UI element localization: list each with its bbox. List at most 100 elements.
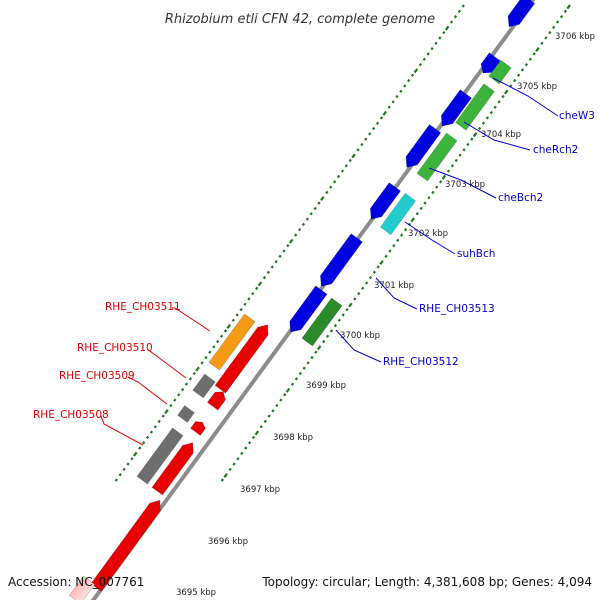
tick-dot: [298, 371, 302, 376]
gene-label-cherch2[interactable]: cheRch2: [533, 144, 578, 156]
gene-label-rhe-ch03513[interactable]: RHE_CH03513: [419, 303, 495, 315]
gene-arrow-rhe-ch03511[interactable]: [208, 313, 256, 371]
leader-line: [100, 415, 144, 446]
gene-arrow-faded[interactable]: [68, 575, 96, 600]
tick-dot: [275, 403, 279, 408]
tick-dot: [259, 425, 263, 429]
tick-dot: [435, 185, 439, 189]
gene-arrow-suhbch[interactable]: [379, 192, 417, 236]
tick-dot: [524, 62, 529, 67]
tick-dot: [231, 318, 235, 322]
tick-dot: [262, 275, 267, 280]
gene-arrow-forward[interactable]: [480, 52, 502, 74]
leader-line: [463, 121, 531, 151]
tick-dot: [239, 307, 243, 312]
tick-dot: [322, 339, 326, 344]
tick-dot: [235, 313, 239, 317]
tick-dot: [320, 196, 325, 202]
tick-dot: [341, 313, 345, 317]
tick-dot: [415, 212, 419, 216]
gene-arrow-forward[interactable]: [440, 89, 472, 127]
tick-dot: [477, 126, 482, 131]
tick-dot: [501, 94, 505, 99]
gene-label-rhe-ch03510[interactable]: RHE_CH03510: [77, 342, 153, 354]
gene-arrow-forward[interactable]: [369, 182, 401, 220]
tick-dot: [285, 387, 291, 393]
gene-arrow-reverse[interactable]: [151, 442, 194, 496]
inner-tick-marks: [114, 4, 465, 482]
gene-arrow-chew3[interactable]: [488, 59, 512, 85]
tick-dot: [244, 446, 248, 450]
tick-dot: [376, 265, 380, 269]
tick-dot: [345, 307, 349, 312]
tick-dot: [379, 116, 384, 120]
tick-dot: [520, 68, 525, 72]
gene-arrow-reverse[interactable]: [90, 500, 161, 592]
tick-dot: [164, 409, 169, 415]
tick-dot: [410, 217, 415, 223]
tick-dot: [232, 462, 236, 466]
tick-dot: [126, 462, 130, 466]
tick-dot: [361, 286, 365, 290]
tick-dot: [130, 457, 134, 461]
tick-dot: [223, 473, 228, 478]
tick-dot: [438, 36, 442, 40]
forward-strand-genes: [289, 0, 536, 347]
tick-label-3705-kbp: 3705 kbp: [517, 82, 557, 92]
gene-arrow-reverse[interactable]: [214, 324, 269, 394]
gene-arrow-cherch2[interactable]: [455, 83, 495, 131]
tick-dot: [351, 153, 356, 159]
tick-dot: [192, 371, 196, 376]
tick-dot: [392, 244, 396, 248]
tick-dot: [195, 366, 200, 372]
tick-dot: [219, 334, 224, 338]
gene-arrow-forward[interactable]: [507, 0, 536, 28]
tick-dot: [403, 228, 408, 232]
tick-dot: [329, 329, 334, 333]
gene-arrow-rhe-ch03512[interactable]: [301, 297, 343, 347]
tick-dot: [157, 419, 161, 424]
tick-dot: [200, 361, 204, 365]
tick-labels: 3695 kbp 3696 kbp 3697 kbp 3698 kbp 3699 kbp…: [176, 32, 595, 598]
gene-arrow-forward[interactable]: [320, 233, 363, 287]
tick-dot: [333, 323, 338, 328]
gene-arrow-reverse[interactable]: [206, 391, 226, 411]
gene-label-rhe-ch03508[interactable]: RHE_CH03508: [33, 409, 109, 421]
gene-label-rhe-ch03512[interactable]: RHE_CH03512: [383, 356, 459, 368]
map-title: Rhizobium etli CFN 42, complete genome: [165, 12, 435, 27]
gene-label-chew3[interactable]: cheW3: [559, 110, 595, 122]
tick-dot: [278, 254, 282, 258]
tick-label-3702-kbp: 3702 kbp: [408, 229, 448, 239]
tick-dot: [461, 4, 465, 8]
gene-arrow-chebch2[interactable]: [416, 132, 458, 182]
gene-label-rhe-ch03511[interactable]: RHE_CH03511: [105, 301, 181, 313]
tick-label-3701-kbp: 3701 kbp: [374, 281, 414, 291]
tick-dot: [434, 41, 438, 45]
tick-dot: [368, 132, 372, 136]
gene-arrow-forward[interactable]: [405, 124, 442, 168]
tick-dot: [294, 233, 298, 237]
gene-arrow-forward[interactable]: [289, 285, 328, 333]
gene-label-rhe-ch03509[interactable]: RHE_CH03509: [59, 370, 135, 382]
gene-arrow-rhe-ch03510[interactable]: [192, 373, 216, 399]
tick-dot: [426, 52, 430, 56]
tick-dot: [439, 180, 443, 184]
tick-dot: [544, 36, 548, 40]
tick-dot: [204, 355, 208, 360]
gene-label-chebch2[interactable]: cheBch2: [498, 192, 543, 204]
tick-dot: [423, 201, 427, 205]
gene-arrow-rhe-ch03509[interactable]: [177, 405, 195, 423]
gene-label-suhbch[interactable]: suhBch: [457, 248, 495, 260]
tick-dot: [446, 169, 451, 173]
tick-dot: [290, 382, 295, 386]
leader-line: [146, 348, 187, 379]
tick-dot: [516, 73, 521, 77]
tick-dot: [288, 238, 294, 244]
tick-dot: [310, 355, 314, 360]
tick-dot: [223, 329, 228, 333]
gene-arrow-reverse[interactable]: [190, 421, 206, 436]
tick-dot: [563, 9, 567, 13]
tick-dot: [316, 345, 322, 351]
gene-arrow-rhe-ch03508[interactable]: [136, 427, 184, 485]
tick-dot: [375, 121, 380, 125]
